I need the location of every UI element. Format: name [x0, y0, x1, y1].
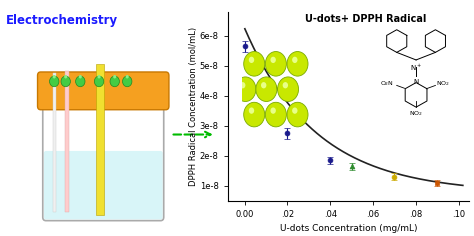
- Ellipse shape: [126, 75, 129, 79]
- Bar: [53, 73, 56, 212]
- Ellipse shape: [110, 76, 119, 87]
- Ellipse shape: [61, 76, 70, 87]
- Ellipse shape: [94, 76, 104, 87]
- Y-axis label: DPPH Radical Concentration (mol/mL): DPPH Radical Concentration (mol/mL): [189, 27, 198, 186]
- Ellipse shape: [98, 75, 100, 79]
- Bar: [96, 64, 104, 215]
- Ellipse shape: [79, 75, 82, 79]
- Ellipse shape: [113, 75, 116, 79]
- X-axis label: U-dots Concentration (mg/mL): U-dots Concentration (mg/mL): [280, 224, 417, 233]
- Text: Electrochemistry: Electrochemistry: [6, 14, 118, 27]
- Ellipse shape: [53, 75, 56, 79]
- FancyBboxPatch shape: [44, 151, 163, 219]
- Ellipse shape: [50, 76, 59, 87]
- Ellipse shape: [64, 75, 67, 79]
- FancyBboxPatch shape: [37, 72, 169, 110]
- Bar: [64, 71, 69, 212]
- Text: U-dots+ DPPH Radical: U-dots+ DPPH Radical: [305, 14, 426, 24]
- Ellipse shape: [122, 76, 132, 87]
- Ellipse shape: [76, 76, 85, 87]
